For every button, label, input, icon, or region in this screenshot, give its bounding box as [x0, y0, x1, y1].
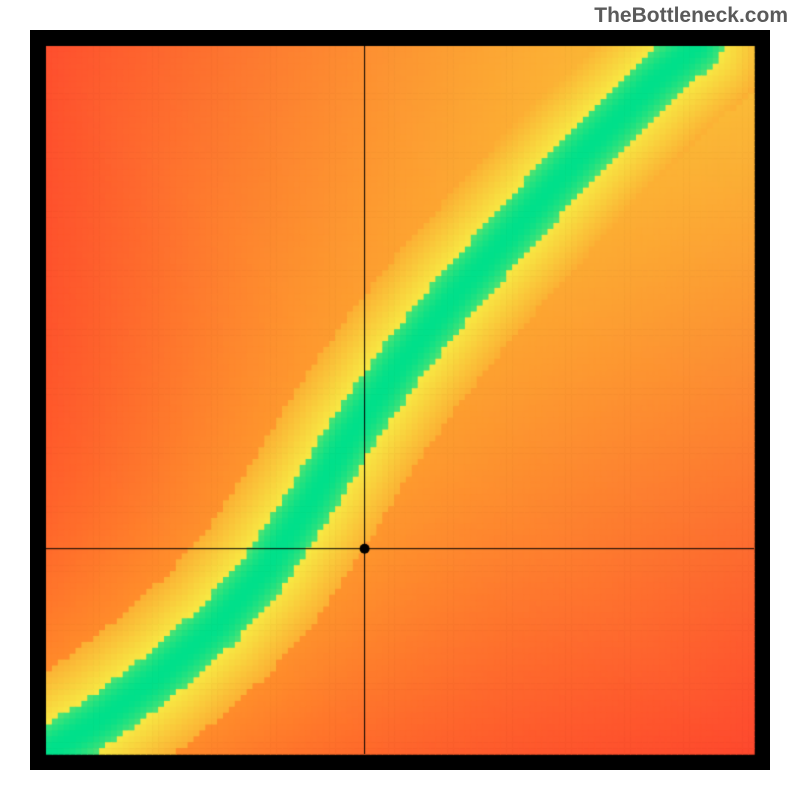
- heatmap-plot: [30, 30, 770, 770]
- attribution-text: TheBottleneck.com: [594, 4, 788, 28]
- heatmap-canvas: [30, 30, 770, 770]
